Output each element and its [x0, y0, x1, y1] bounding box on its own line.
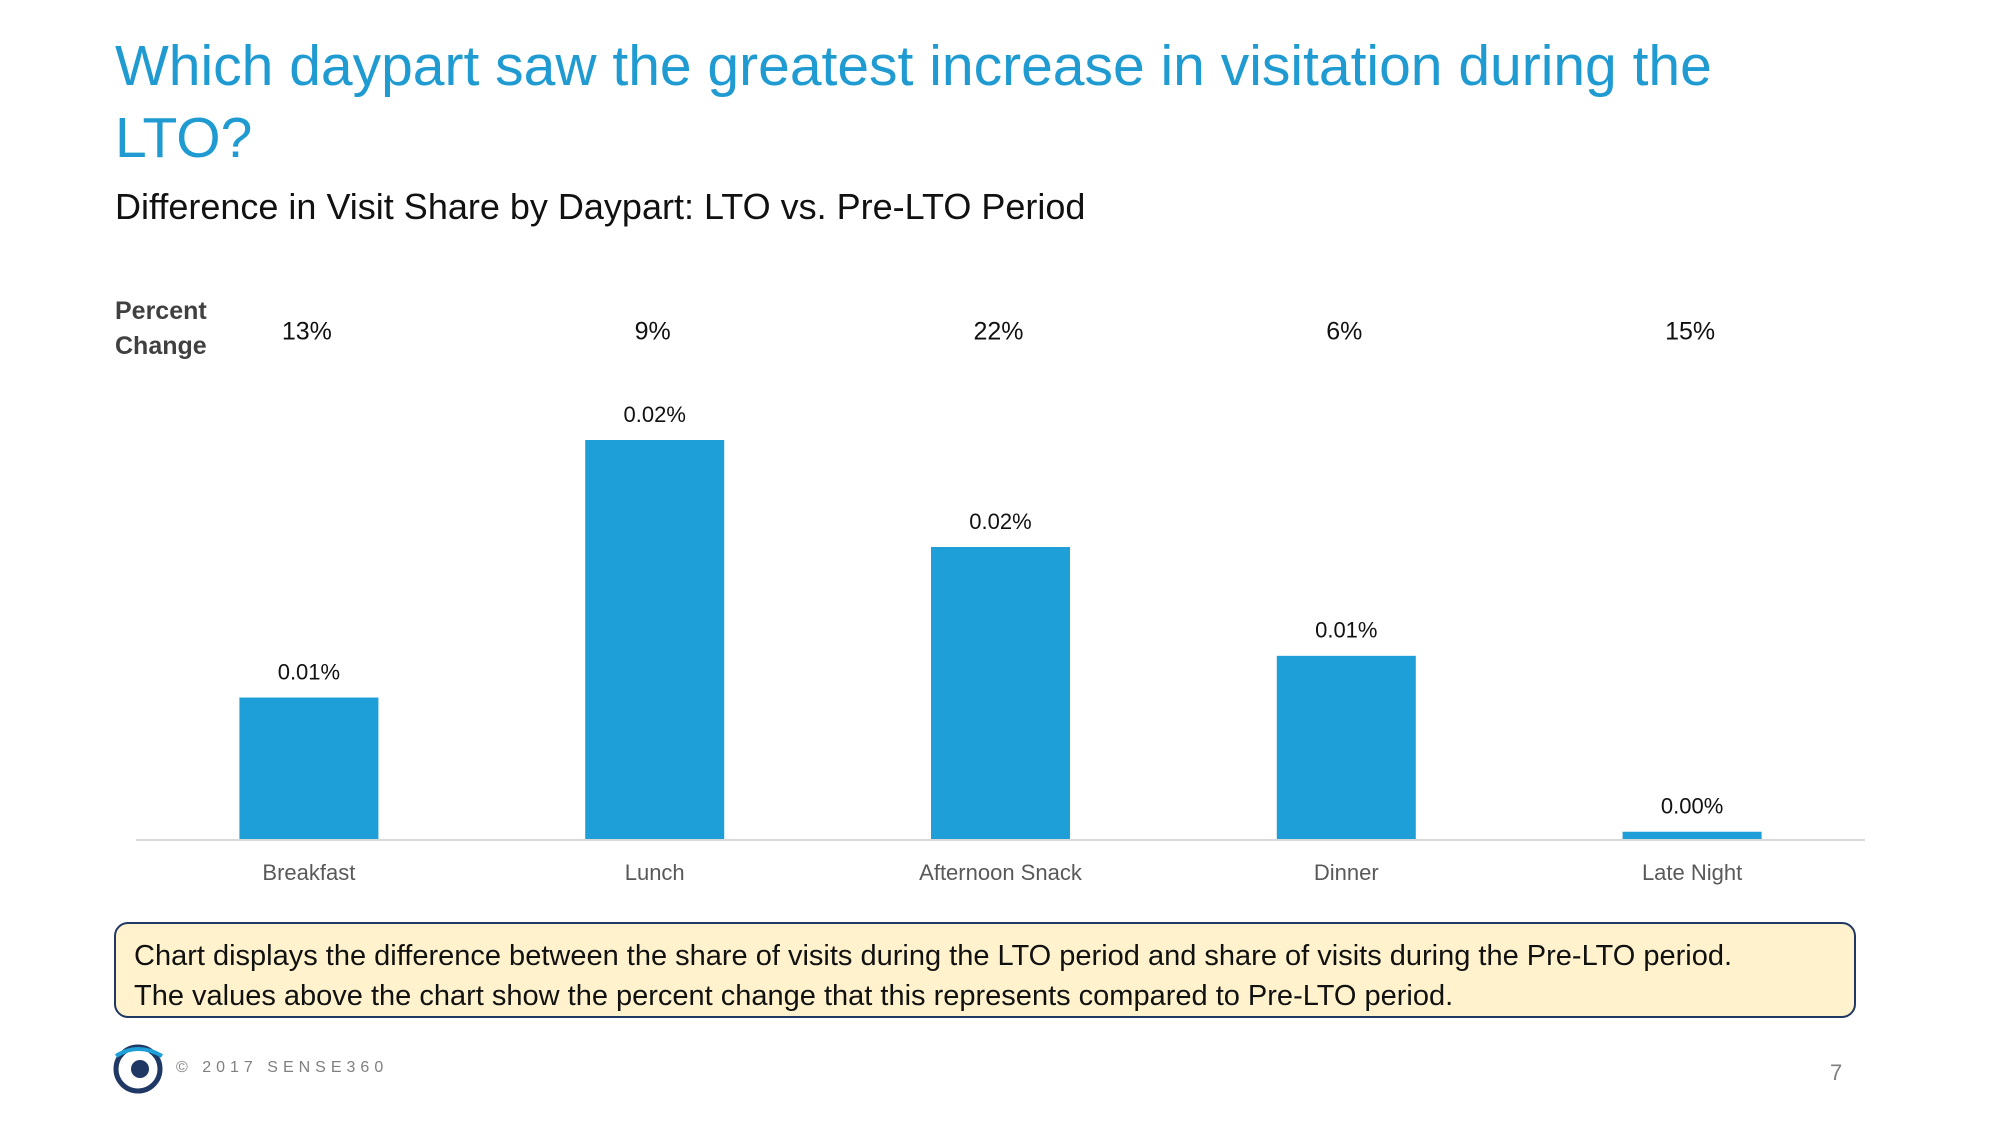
bar — [239, 697, 379, 839]
bar — [931, 547, 1070, 839]
value-label: 0.01% — [278, 659, 340, 684]
chart-subtitle: Difference in Visit Share by Daypart: LT… — [115, 186, 1086, 227]
note-box: Chart displays the difference between th… — [114, 922, 1856, 1018]
logo-arc — [114, 1047, 164, 1058]
bar — [1276, 655, 1416, 839]
percent-change: 13% — [282, 318, 332, 346]
note-line: Chart displays the difference between th… — [134, 940, 1733, 972]
copyright: © 2017 SENSE360 — [176, 1059, 389, 1076]
x-tick-label: Afternoon Snack — [919, 860, 1083, 885]
value-label: 0.02% — [969, 509, 1031, 534]
percent-change: 22% — [973, 318, 1023, 346]
bar — [585, 440, 725, 839]
value-label: 0.01% — [1315, 618, 1377, 643]
x-tick-label: Lunch — [625, 860, 685, 885]
percent-change: 6% — [1326, 318, 1362, 346]
value-label: 0.02% — [624, 402, 686, 427]
logo-eye — [131, 1060, 149, 1078]
percent-change: 9% — [635, 318, 671, 346]
x-tick-label: Late Night — [1642, 860, 1742, 885]
note-line: The values above the chart show the perc… — [134, 980, 1454, 1012]
page-number: 7 — [1830, 1060, 1843, 1085]
percent-change: 15% — [1665, 318, 1715, 346]
x-tick-label: Dinner — [1314, 860, 1379, 885]
value-label: 0.00% — [1661, 794, 1723, 819]
logo — [113, 1044, 164, 1094]
chart: 0.01% Breakfast 13% 0.02% Lunch 9% 0.02% Aftern… — [136, 318, 1865, 885]
slide-title: Which daypart saw the greatest increase … — [115, 34, 1712, 170]
percent-change-title: Percent Change — [115, 297, 207, 360]
x-tick-label: Breakfast — [262, 860, 355, 885]
bar — [1622, 831, 1762, 839]
